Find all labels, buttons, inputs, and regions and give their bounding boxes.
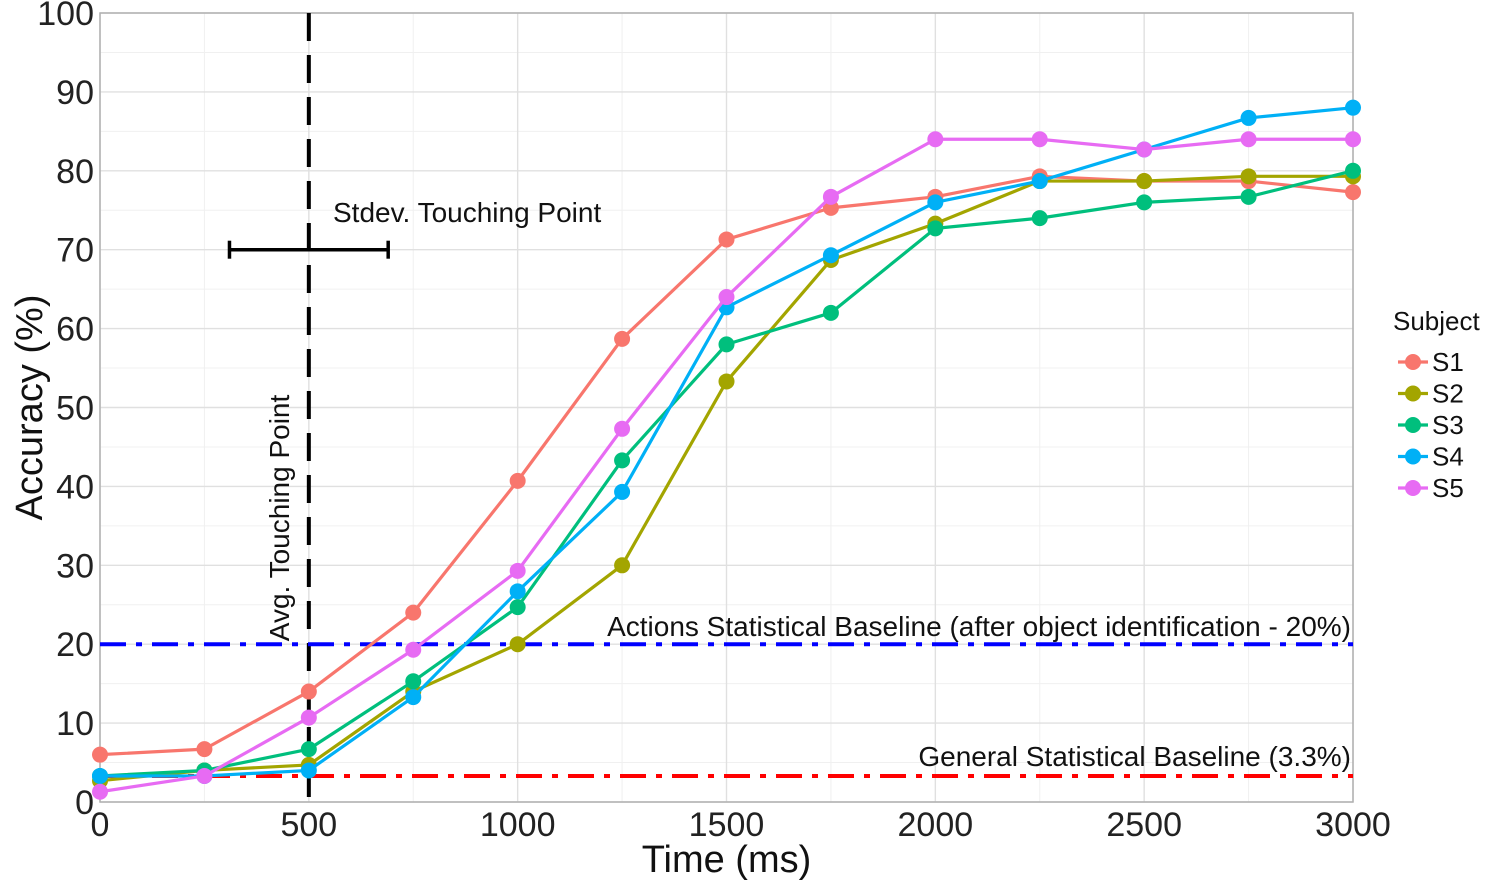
data-point-s3 [718,336,735,353]
series-s5 [92,131,1361,800]
x-axis-title: Time (ms) [642,839,812,881]
plot-panel-border [99,12,1354,803]
y-tick-label: 10 [56,705,94,743]
legend-key-point [1405,480,1421,496]
data-point-s1 [300,683,317,700]
y-tick-label: 100 [37,0,94,33]
data-point-s5 [1240,131,1257,148]
data-point-s3 [300,741,317,758]
data-point-s5 [92,783,108,800]
y-tick-label: 70 [56,232,94,270]
series-layer [92,99,1361,800]
data-point-s5 [509,562,526,579]
data-point-s4 [92,767,108,784]
data-point-s3 [822,304,839,321]
data-point-s3 [1031,210,1048,227]
series-s3 [92,162,1361,784]
y-tick-label: 50 [56,390,94,428]
data-point-s5 [1031,131,1048,148]
x-tick-label: 500 [280,806,337,844]
data-point-s1 [405,604,422,621]
data-point-s5 [405,641,422,658]
x-tick-label: 2000 [898,806,974,844]
x-tick-labels: 0 500 1000 1500 2000 2500 3000 [91,806,1391,844]
data-point-s5 [718,289,735,306]
legend-item-s3: S3 [1398,410,1464,440]
legend-item-s2: S2 [1398,379,1464,409]
data-point-s3 [614,452,631,469]
legend-label: S5 [1432,473,1464,503]
data-point-s2 [718,373,735,390]
legend-label: S2 [1432,379,1464,409]
legend-label: S3 [1432,410,1464,440]
y-tick-label: 80 [56,153,94,191]
legend-item-s1: S1 [1398,347,1464,377]
general-baseline-label: General Statistical Baseline (3.3%) [918,741,1351,772]
data-point-s3 [509,599,526,616]
avg-touching-point-label: Avg. Touching Point [264,395,295,642]
x-tick-label: 0 [91,806,110,844]
legend-key-point [1405,448,1421,465]
stdev-touching-point-label: Stdev. Touching Point [333,197,601,228]
data-point-s1 [1345,184,1361,201]
data-point-s3 [1240,188,1257,205]
data-point-s5 [614,420,631,437]
data-point-s5 [1345,131,1361,148]
stdev-error-bar [227,240,390,259]
data-point-s1 [822,199,839,216]
y-tick-label: 20 [56,626,94,664]
data-point-s3 [1136,194,1153,211]
data-point-s1 [614,330,631,347]
y-tick-label: 90 [56,74,94,112]
data-point-s4 [614,483,631,500]
x-tick-label: 1000 [480,806,556,844]
y-tick-labels: 0 10 20 30 40 50 60 70 80 90 100 [37,0,94,822]
x-tick-label: 2500 [1106,806,1182,844]
legend-key-point [1405,417,1421,433]
data-point-s3 [405,673,422,690]
data-point-s4 [1345,99,1361,116]
data-point-s5 [1136,141,1153,158]
legend-item-s4: S4 [1398,442,1464,472]
data-point-s4 [405,689,422,706]
data-point-s2 [1136,173,1153,190]
y-axis-title: Accuracy (%) [9,295,51,521]
data-point-s5 [196,767,213,784]
legend-item-s5: S5 [1398,473,1464,503]
data-point-s3 [927,220,944,237]
data-point-s1 [196,741,213,758]
data-point-s4 [1031,173,1048,190]
data-point-s2 [509,636,526,653]
data-point-s5 [927,131,944,148]
legend-key-point [1405,354,1421,370]
data-point-s4 [509,583,526,600]
legend-key-point [1405,385,1421,402]
data-point-s2 [614,557,631,574]
data-point-s3 [1345,162,1361,179]
legend-title: Subject [1393,306,1480,336]
x-tick-label: 3000 [1315,806,1391,844]
data-point-s4 [300,762,317,779]
data-point-s4 [1240,109,1257,126]
data-point-s5 [300,709,317,726]
actions-baseline-label: Actions Statistical Baseline (after obje… [607,611,1351,642]
legend-label: S1 [1432,347,1464,377]
y-tick-label: 40 [56,468,94,506]
data-point-s1 [718,231,735,248]
data-point-s2 [1240,168,1257,185]
legend-label: S4 [1432,442,1464,472]
x-tick-label: 1500 [689,806,765,844]
data-point-s4 [822,247,839,264]
data-point-s1 [92,746,108,763]
y-tick-label: 30 [56,547,94,585]
y-tick-label: 0 [75,784,94,822]
y-tick-label: 60 [56,311,94,349]
data-point-s5 [822,188,839,205]
data-point-s1 [509,472,526,489]
data-point-s4 [927,194,944,211]
